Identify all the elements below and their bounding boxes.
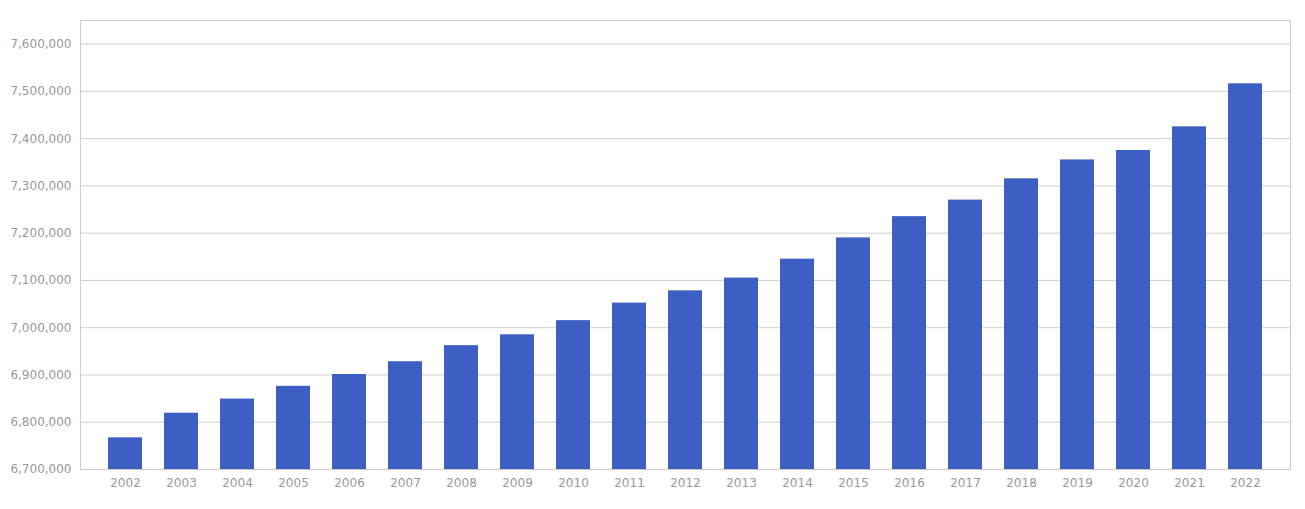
svg-text:2011: 2011 — [614, 476, 645, 490]
svg-text:7,000,000: 7,000,000 — [10, 321, 71, 335]
svg-text:6,800,000: 6,800,000 — [10, 415, 71, 429]
svg-text:7,500,000: 7,500,000 — [10, 84, 71, 98]
svg-text:2021: 2021 — [1174, 476, 1205, 490]
svg-text:2003: 2003 — [166, 476, 197, 490]
svg-text:2012: 2012 — [670, 476, 701, 490]
svg-text:6,700,000: 6,700,000 — [10, 462, 71, 476]
svg-text:2017: 2017 — [950, 476, 981, 490]
svg-text:7,600,000: 7,600,000 — [10, 37, 71, 51]
svg-text:2016: 2016 — [894, 476, 925, 490]
svg-text:6,900,000: 6,900,000 — [10, 368, 71, 382]
svg-text:7,400,000: 7,400,000 — [10, 131, 71, 145]
svg-text:7,100,000: 7,100,000 — [10, 273, 71, 287]
svg-text:2010: 2010 — [558, 476, 589, 490]
svg-text:2014: 2014 — [782, 476, 813, 490]
svg-text:2009: 2009 — [502, 476, 533, 490]
svg-text:2004: 2004 — [222, 476, 253, 490]
svg-text:7,200,000: 7,200,000 — [10, 226, 71, 240]
svg-text:7,300,000: 7,300,000 — [10, 179, 71, 193]
svg-text:2005: 2005 — [278, 476, 309, 490]
svg-text:2022: 2022 — [1230, 476, 1261, 490]
svg-text:2007: 2007 — [390, 476, 421, 490]
svg-text:2020: 2020 — [1118, 476, 1149, 490]
svg-text:2008: 2008 — [446, 476, 477, 490]
svg-text:2006: 2006 — [334, 476, 365, 490]
svg-text:2018: 2018 — [1006, 476, 1037, 490]
svg-text:2019: 2019 — [1062, 476, 1093, 490]
svg-text:2002: 2002 — [110, 476, 141, 490]
svg-text:2015: 2015 — [838, 476, 869, 490]
svg-text:2013: 2013 — [726, 476, 757, 490]
